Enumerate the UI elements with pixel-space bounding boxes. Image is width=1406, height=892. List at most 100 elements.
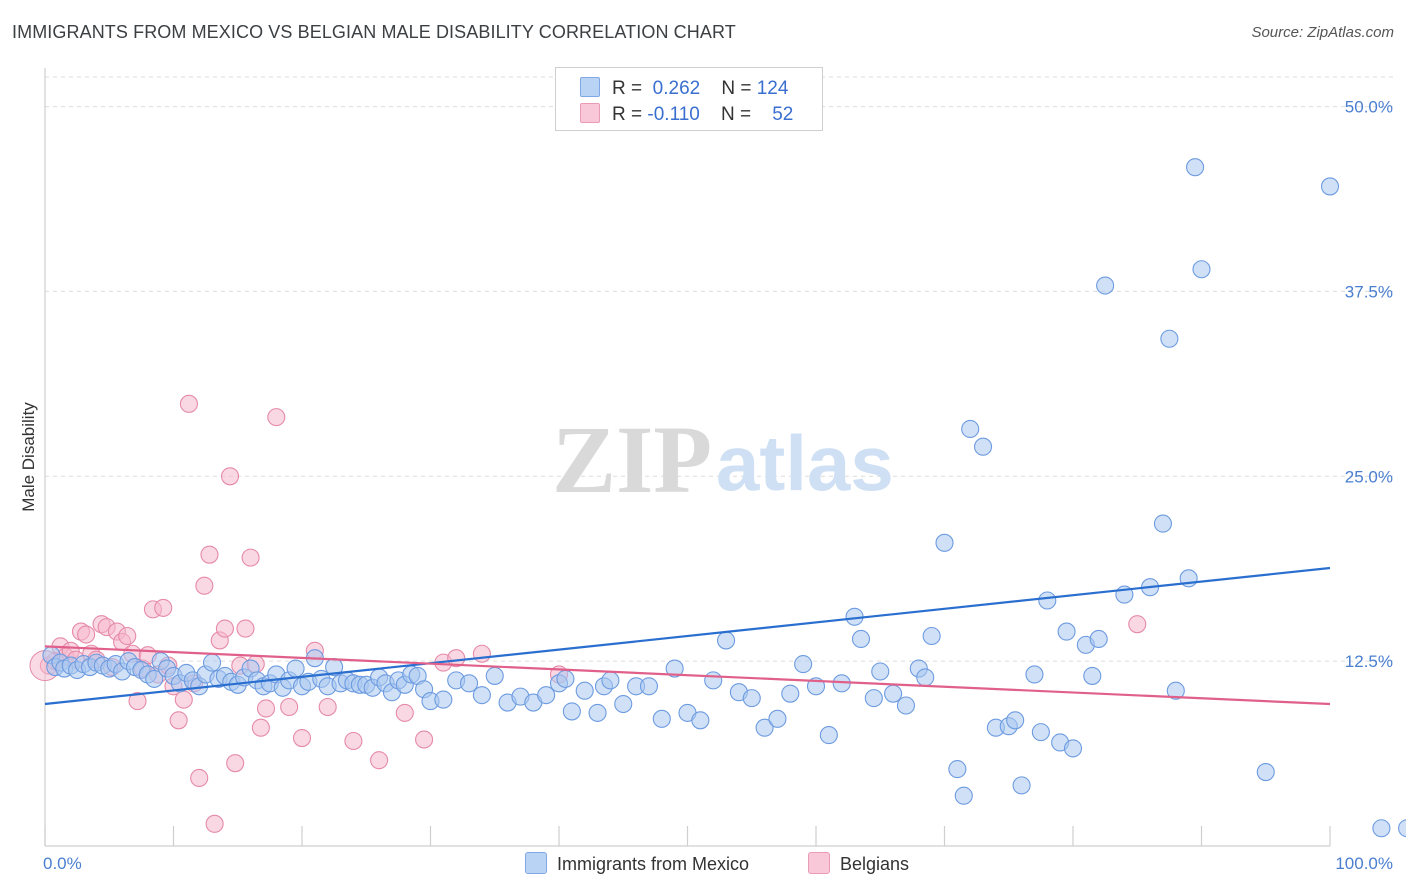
chart-title: IMMIGRANTS FROM MEXICO VS BELGIAN MALE D…: [12, 22, 736, 42]
trend-line-belgians: [44, 645, 1331, 706]
mexico-point: [851, 629, 871, 649]
x-tick-label-min: 0.0%: [43, 854, 82, 873]
mexico-point: [1012, 776, 1031, 795]
bottom-legend-belgians: Belgians: [808, 852, 909, 875]
belgians-point: [241, 548, 260, 567]
legend-row-belgians: R = -0.110 N = 52: [580, 103, 793, 125]
belgians-point: [1128, 615, 1147, 634]
legend: R = 0.262 N = 124 R = -0.110 N = 52: [555, 67, 823, 131]
mexico-point: [1057, 622, 1076, 641]
belgians-point: [200, 545, 219, 564]
mexico-point: [704, 671, 723, 690]
belgians-point: [154, 598, 173, 617]
x-tick-label-max: 100.0%: [1335, 854, 1393, 873]
mexico-point: [716, 631, 736, 650]
y-tick-labels: 12.5% 25.0% 37.5% 50.0%: [1345, 98, 1393, 672]
belgians-point: [220, 467, 240, 486]
mexico-point: [922, 626, 941, 646]
y-axis-label: Male Disability: [19, 402, 38, 512]
belgians-point: [226, 754, 245, 773]
watermark-atlas: atlas: [716, 419, 894, 507]
mexico-point: [1192, 260, 1211, 279]
legend-swatch-belgians: [580, 103, 600, 123]
x-axis-ticks: [44, 826, 1331, 846]
mexico-point: [1160, 329, 1179, 348]
mexico-point: [1320, 177, 1340, 196]
mexico-point: [434, 690, 453, 709]
legend-n-label: N =: [720, 104, 752, 125]
mexico-point: [1025, 665, 1044, 684]
legend-n-label: N =: [721, 78, 752, 99]
mexico-point: [556, 669, 575, 688]
mexico-point: [768, 709, 787, 728]
legend-r-label: R =: [612, 104, 643, 125]
mexico-point: [691, 711, 710, 730]
mexico-point: [562, 702, 581, 721]
mexico-point: [286, 659, 305, 678]
mexico-point: [948, 760, 967, 779]
belgians-point: [280, 697, 299, 717]
belgians-point: [174, 690, 193, 709]
watermark-zip: ZIP: [552, 406, 712, 513]
mexico-point: [1398, 819, 1406, 838]
bottom-legend-label-mexico: Immigrants from Mexico: [557, 854, 750, 874]
belgians-point: [370, 751, 389, 770]
belgians-point: [472, 644, 491, 663]
mexico-point: [742, 689, 761, 708]
mexico-point: [588, 703, 607, 722]
mexico-point: [819, 726, 838, 745]
mexico-point: [639, 677, 659, 696]
mexico-point: [896, 696, 916, 715]
belgians-point: [215, 619, 234, 638]
bottom-legend-label-belgians: Belgians: [840, 854, 910, 874]
mexico-point: [973, 437, 993, 456]
mexico-point: [961, 419, 980, 439]
mexico-point: [1256, 763, 1275, 782]
belgians-point: [179, 394, 198, 413]
mexico-point: [537, 686, 556, 705]
bottom-legend-mexico: Immigrants from Mexico: [525, 852, 749, 875]
watermark: ZIP atlas: [552, 406, 894, 513]
mexico-point: [472, 686, 491, 705]
belgians-point: [395, 703, 414, 722]
mexico-point: [1153, 514, 1172, 533]
belgians-point: [118, 626, 137, 646]
bottom-legend-swatch-belgians: [808, 852, 830, 874]
legend-row-mexico: R = 0.262 N = 124: [580, 77, 788, 99]
y-tick-label: 12.5%: [1345, 652, 1393, 671]
mexico-point: [1031, 723, 1050, 742]
belgians-point: [292, 728, 312, 748]
mexico-point: [1063, 739, 1083, 758]
mexico-point: [601, 671, 620, 690]
belgians-point: [190, 768, 209, 788]
mexico-point: [916, 668, 935, 687]
legend-swatch-mexico: [580, 77, 600, 97]
belgians-point: [195, 576, 214, 595]
mexico-point: [1083, 666, 1102, 685]
mexico-point: [665, 659, 684, 678]
belgians-point: [77, 625, 96, 644]
mexico-point: [884, 684, 903, 703]
mexico-point: [1166, 681, 1185, 700]
belgians-point: [236, 619, 255, 638]
mexico-point: [1038, 591, 1057, 610]
bottom-legend-swatch-mexico: [525, 852, 547, 874]
series-mexico-points: [42, 158, 1406, 838]
y-tick-label: 37.5%: [1345, 282, 1393, 301]
trend-line-mexico: [44, 566, 1331, 706]
mexico-point: [575, 681, 594, 700]
mexico-point: [794, 655, 813, 674]
chart-source: Source: ZipAtlas.com: [1251, 24, 1394, 41]
belgians-point: [251, 718, 270, 737]
mexico-point: [1089, 629, 1108, 649]
mexico-point: [871, 662, 890, 681]
mexico-point: [755, 718, 774, 737]
mexico-point: [1096, 276, 1115, 295]
mexico-point: [954, 786, 973, 805]
legend-n-value-mexico: 124: [756, 78, 789, 99]
belgians-point: [169, 711, 188, 730]
belgians-point: [267, 408, 286, 427]
belgians-point: [256, 699, 276, 718]
mexico-point: [1006, 711, 1025, 730]
